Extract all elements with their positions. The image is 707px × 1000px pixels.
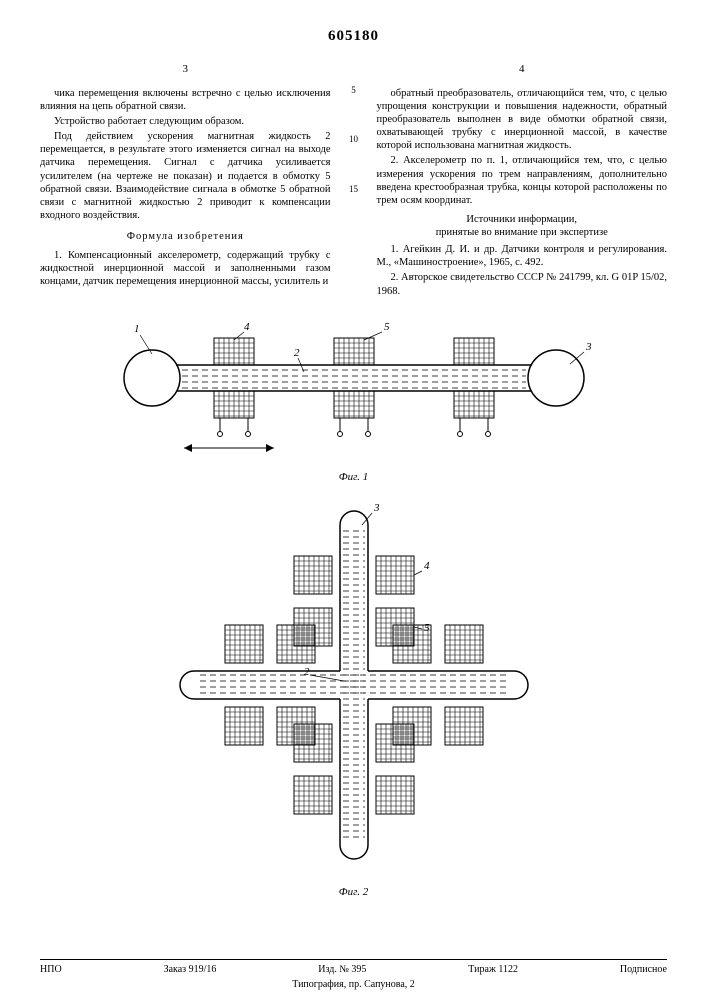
- figure-1-caption: Фиг. 1: [40, 471, 667, 483]
- source-item: 1. Агейкин Д. И. и др. Датчики контроля …: [377, 243, 668, 269]
- sources-title: Источники информации, принятые во вниман…: [377, 213, 668, 239]
- svg-text:3: 3: [585, 341, 592, 353]
- para: чика перемещения включены встречно с цел…: [40, 87, 331, 113]
- footer-tirazh: Тираж 1122: [468, 964, 518, 975]
- para: 2. Акселерометр по п. 1, отличающийся те…: [377, 154, 668, 207]
- figure-1: 1 2 3 4 5 Фиг. 1: [40, 310, 667, 483]
- para: обратный преобразователь, отличающийся т…: [377, 87, 668, 153]
- figure-2-svg: 3 4 5 2: [174, 495, 534, 875]
- footer-typography: Типография, пр. Сапунова, 2: [40, 979, 667, 990]
- svg-text:2: 2: [294, 347, 300, 359]
- svg-text:4: 4: [424, 560, 430, 572]
- footer-izd: Изд. № 395: [318, 964, 366, 975]
- line-mark: 15: [345, 184, 363, 195]
- svg-text:4: 4: [244, 321, 250, 333]
- formula-title: Формула изобретения: [40, 230, 331, 243]
- svg-text:5: 5: [384, 321, 390, 333]
- figure-2: 3 4 5 2 Фиг. 2: [40, 495, 667, 898]
- para: Под действием ускорения магнитная жидкос…: [40, 130, 331, 222]
- line-mark: 5: [345, 85, 363, 96]
- svg-text:3: 3: [373, 502, 380, 514]
- svg-text:1: 1: [134, 323, 140, 335]
- figure-2-caption: Фиг. 2: [40, 886, 667, 898]
- para: Устройство работает следующим образом.: [40, 115, 331, 128]
- right-col-number: 4: [377, 63, 668, 77]
- patent-number: 605180: [40, 28, 667, 45]
- footer-npo: НПО: [40, 964, 62, 975]
- left-column: 3 чика перемещения включены встречно с ц…: [40, 63, 331, 300]
- footer-right: Подписное: [620, 964, 667, 975]
- svg-text:2: 2: [304, 666, 310, 678]
- page: 605180 3 чика перемещения включены встре…: [0, 0, 707, 1000]
- footer: НПО Заказ 919/16 Изд. № 395 Тираж 1122 П…: [40, 953, 667, 990]
- para: 1. Компенсационный акселерометр, содержа…: [40, 249, 331, 288]
- line-mark: 10: [345, 134, 363, 145]
- line-number-gutter: 5 10 15: [345, 63, 363, 300]
- text-columns: 3 чика перемещения включены встречно с ц…: [40, 63, 667, 300]
- figure-1-svg: 1 2 3 4 5: [94, 310, 614, 460]
- footer-order: Заказ 919/16: [164, 964, 217, 975]
- svg-text:5: 5: [424, 622, 430, 634]
- right-column: 4 обратный преобразователь, отличающийся…: [377, 63, 668, 300]
- footer-line: НПО Заказ 919/16 Изд. № 395 Тираж 1122 П…: [40, 959, 667, 975]
- left-col-number: 3: [40, 63, 331, 77]
- source-item: 2. Авторское свидетельство СССР № 241799…: [377, 271, 668, 297]
